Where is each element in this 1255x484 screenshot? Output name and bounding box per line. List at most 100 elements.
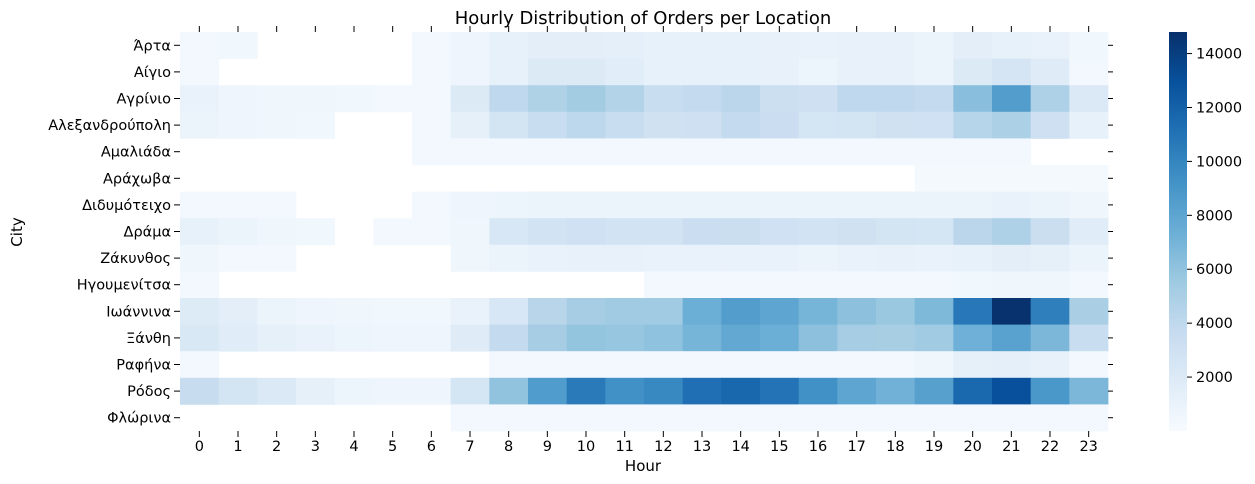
x-tick-label: 4 bbox=[349, 439, 358, 455]
heatmap-cell bbox=[837, 138, 877, 166]
heatmap-cell bbox=[914, 377, 954, 405]
heatmap-cell bbox=[566, 138, 606, 166]
heatmap-cell bbox=[412, 111, 452, 139]
heatmap-cell bbox=[876, 404, 916, 432]
colorbar-tick-label: 14000 bbox=[1196, 47, 1242, 63]
heatmap-cell bbox=[180, 377, 220, 405]
heatmap-cell bbox=[566, 351, 606, 379]
heatmap-cell bbox=[914, 32, 954, 59]
heatmap-cell bbox=[798, 298, 838, 325]
heatmap-cell bbox=[992, 32, 1032, 59]
heatmap-cell bbox=[566, 32, 606, 59]
heatmap-cell bbox=[876, 138, 916, 166]
heatmap-cell bbox=[257, 324, 297, 352]
heatmap-cell bbox=[876, 58, 916, 86]
heatmap-cell bbox=[257, 377, 297, 405]
heatmap-cell bbox=[528, 298, 568, 325]
heatmap-cell bbox=[1069, 404, 1109, 432]
heatmap-cell bbox=[528, 244, 568, 272]
heatmap-cell bbox=[837, 58, 877, 86]
heatmap-cell bbox=[450, 58, 490, 86]
heatmap-cell bbox=[837, 404, 877, 432]
heatmap-cell bbox=[450, 404, 490, 432]
heatmap-cell bbox=[489, 324, 529, 352]
heatmap-cell bbox=[914, 218, 954, 246]
heatmap-cell bbox=[644, 244, 684, 272]
heatmap-cell bbox=[644, 111, 684, 139]
heatmap-cell bbox=[605, 351, 645, 379]
heatmap-cell bbox=[489, 138, 529, 166]
colorbar-gradient bbox=[1169, 32, 1187, 431]
heatmap-cell bbox=[334, 324, 374, 352]
heatmap-cell bbox=[798, 218, 838, 246]
x-tick-label: 19 bbox=[925, 439, 943, 455]
heatmap-cell bbox=[296, 218, 336, 246]
x-tick-label: 2 bbox=[272, 439, 281, 455]
heatmap-cell bbox=[760, 298, 800, 325]
heatmap-cell bbox=[218, 111, 258, 139]
heatmap-cell bbox=[257, 191, 297, 219]
heatmap-cell bbox=[566, 58, 606, 86]
heatmap-cell bbox=[1069, 85, 1109, 113]
heatmap-cell bbox=[644, 138, 684, 166]
heatmap-cell bbox=[412, 191, 452, 219]
heatmap-cell bbox=[721, 244, 761, 272]
heatmap-cell bbox=[1069, 271, 1109, 299]
heatmap-cell bbox=[953, 111, 993, 139]
heatmap-cell bbox=[992, 58, 1032, 86]
heatmap-cell bbox=[837, 377, 877, 405]
heatmap-cell bbox=[1069, 58, 1109, 86]
heatmap-cell bbox=[837, 324, 877, 352]
heatmap-cell bbox=[953, 271, 993, 299]
colorbar-tick-label: 12000 bbox=[1196, 100, 1242, 116]
heatmap-cell bbox=[876, 271, 916, 299]
heatmap-cell bbox=[218, 298, 258, 325]
heatmap-cell bbox=[953, 377, 993, 405]
heatmap-cell bbox=[837, 218, 877, 246]
heatmap-cell bbox=[914, 111, 954, 139]
heatmap-cell bbox=[218, 377, 258, 405]
heatmap-cell bbox=[1069, 111, 1109, 139]
x-tick-label: 9 bbox=[543, 439, 552, 455]
heatmap-cell bbox=[528, 218, 568, 246]
heatmap-cell bbox=[450, 298, 490, 325]
heatmap-cell bbox=[682, 85, 722, 113]
colorbar-tick-label: 8000 bbox=[1196, 208, 1233, 224]
heatmap-cell bbox=[1030, 32, 1070, 59]
heatmap-cell bbox=[953, 218, 993, 246]
heatmap-cell bbox=[257, 85, 297, 113]
heatmap-cell bbox=[721, 138, 761, 166]
x-tick-label: 18 bbox=[886, 439, 904, 455]
y-tick-label: Ρόδος bbox=[127, 384, 171, 400]
heatmap-cell bbox=[1069, 32, 1109, 59]
colorbar: 2000 4000 6000 8000 10000 12000 14000 bbox=[1169, 32, 1242, 431]
heatmap-cell bbox=[644, 377, 684, 405]
heatmap-cell bbox=[1030, 58, 1070, 86]
heatmap-cell bbox=[412, 32, 452, 59]
heatmap-cell bbox=[1069, 218, 1109, 246]
y-tick-label: Αμαλιάδα bbox=[101, 145, 171, 161]
heatmap-cell bbox=[644, 191, 684, 219]
heatmap-cell bbox=[837, 32, 877, 59]
heatmap-cell bbox=[644, 32, 684, 59]
heatmap-cell bbox=[489, 58, 529, 86]
heatmap-cell bbox=[373, 218, 413, 246]
x-tick-label: 3 bbox=[311, 439, 320, 455]
heatmap-cell bbox=[798, 138, 838, 166]
x-tick-label: 1 bbox=[233, 439, 242, 455]
heatmap-cell bbox=[180, 111, 220, 139]
heatmap-cell bbox=[953, 85, 993, 113]
heatmap-cell bbox=[760, 404, 800, 432]
heatmap-cell bbox=[721, 324, 761, 352]
heatmap-cell bbox=[953, 244, 993, 272]
heatmap-cell bbox=[334, 85, 374, 113]
heatmap-cell bbox=[721, 404, 761, 432]
heatmap-cell bbox=[644, 404, 684, 432]
heatmap-cell bbox=[721, 32, 761, 59]
heatmap-cell bbox=[450, 111, 490, 139]
colorbar-tick-label: 2000 bbox=[1196, 370, 1233, 386]
heatmap-cell bbox=[876, 377, 916, 405]
heatmap-cell bbox=[1069, 191, 1109, 219]
x-tick-label: 7 bbox=[465, 439, 474, 455]
heatmap-cell bbox=[644, 271, 684, 299]
